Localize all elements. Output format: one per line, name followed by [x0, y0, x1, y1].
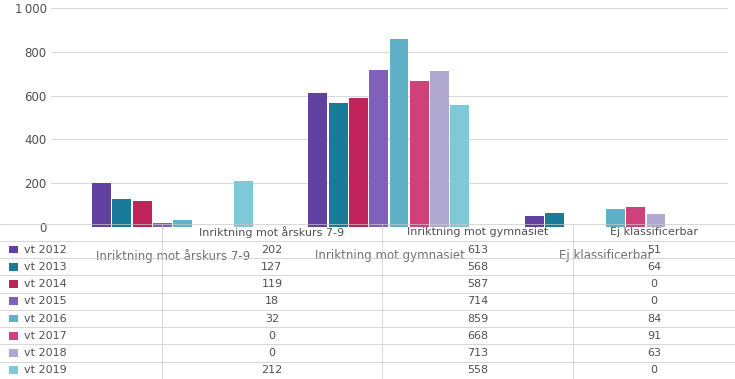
Text: 668: 668 [467, 331, 488, 341]
Bar [410, 81, 429, 227]
Text: 51: 51 [647, 244, 662, 255]
Text: Ej klassificerbar: Ej klassificerbar [610, 227, 698, 237]
Text: 84: 84 [647, 313, 662, 324]
Text: Ej klassificerbar: Ej klassificerbar [559, 249, 653, 262]
Text: 202: 202 [262, 244, 282, 255]
Bar [525, 216, 544, 227]
Bar [329, 103, 348, 227]
Text: 613: 613 [467, 244, 488, 255]
Bar [647, 213, 665, 227]
Text: 859: 859 [467, 313, 488, 324]
Text: 212: 212 [262, 365, 282, 375]
Bar [153, 224, 172, 227]
Text: 18: 18 [265, 296, 279, 306]
Text: 119: 119 [262, 279, 282, 289]
Bar [349, 99, 368, 227]
Bar [92, 183, 111, 227]
Text: 558: 558 [467, 365, 488, 375]
Text: 91: 91 [647, 331, 662, 341]
Text: 0: 0 [650, 279, 658, 289]
Text: vt 2017: vt 2017 [24, 331, 66, 341]
FancyBboxPatch shape [9, 315, 18, 323]
Bar [545, 213, 564, 227]
Text: Inriktning mot årskurs 7-9: Inriktning mot årskurs 7-9 [96, 249, 251, 263]
Text: 713: 713 [467, 348, 488, 358]
Text: vt 2013: vt 2013 [24, 262, 66, 272]
FancyBboxPatch shape [9, 280, 18, 288]
Bar [173, 220, 192, 227]
Text: 714: 714 [467, 296, 488, 306]
FancyBboxPatch shape [9, 246, 18, 254]
FancyBboxPatch shape [9, 366, 18, 374]
Bar [390, 39, 409, 227]
Text: vt 2015: vt 2015 [24, 296, 66, 306]
FancyBboxPatch shape [9, 349, 18, 357]
FancyBboxPatch shape [9, 332, 18, 340]
Text: Inriktning mot årskurs 7-9: Inriktning mot årskurs 7-9 [199, 226, 345, 238]
Text: 127: 127 [262, 262, 282, 272]
Text: 0: 0 [650, 365, 658, 375]
Text: vt 2016: vt 2016 [24, 313, 66, 324]
Bar [309, 92, 327, 227]
Text: 587: 587 [467, 279, 488, 289]
Text: vt 2012: vt 2012 [24, 244, 66, 255]
Text: vt 2019: vt 2019 [24, 365, 66, 375]
Text: vt 2014: vt 2014 [24, 279, 66, 289]
FancyBboxPatch shape [9, 298, 18, 305]
Bar [451, 105, 470, 227]
Text: 63: 63 [647, 348, 662, 358]
Text: 568: 568 [467, 262, 488, 272]
Bar [369, 70, 388, 227]
Text: Inriktning mot gymnasiet: Inriktning mot gymnasiet [407, 227, 548, 237]
Text: 0: 0 [268, 331, 276, 341]
Bar [606, 209, 625, 227]
Text: 64: 64 [647, 262, 662, 272]
Text: 32: 32 [265, 313, 279, 324]
Bar [132, 201, 151, 227]
Bar [234, 181, 253, 227]
Bar [112, 199, 132, 227]
Text: Inriktning mot gymnasiet: Inriktning mot gymnasiet [315, 249, 465, 262]
Text: vt 2018: vt 2018 [24, 348, 66, 358]
FancyBboxPatch shape [9, 263, 18, 271]
Text: 0: 0 [268, 348, 276, 358]
Bar [430, 70, 449, 227]
Bar [626, 207, 645, 227]
Text: 0: 0 [650, 296, 658, 306]
